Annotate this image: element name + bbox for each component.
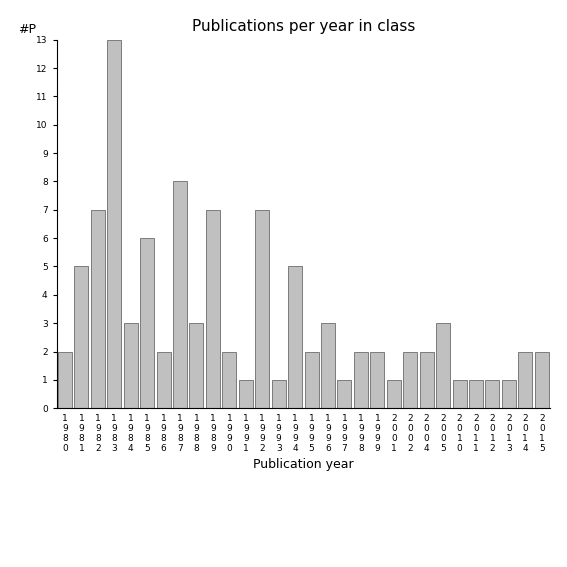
Y-axis label: #P: #P <box>18 23 36 36</box>
Bar <box>370 352 384 408</box>
Bar <box>420 352 434 408</box>
Bar <box>124 323 138 408</box>
Bar <box>354 352 368 408</box>
Bar <box>91 210 105 408</box>
Bar <box>189 323 204 408</box>
Bar <box>272 380 286 408</box>
X-axis label: Publication year: Publication year <box>253 458 354 471</box>
Bar <box>518 352 532 408</box>
Title: Publications per year in class: Publications per year in class <box>192 19 415 35</box>
Bar <box>288 266 302 408</box>
Bar <box>403 352 417 408</box>
Bar <box>436 323 450 408</box>
Bar <box>452 380 467 408</box>
Bar <box>469 380 483 408</box>
Bar <box>337 380 352 408</box>
Bar <box>255 210 269 408</box>
Bar <box>58 352 72 408</box>
Bar <box>535 352 549 408</box>
Bar <box>156 352 171 408</box>
Bar <box>107 40 121 408</box>
Bar <box>321 323 335 408</box>
Bar <box>387 380 401 408</box>
Bar <box>239 380 253 408</box>
Bar <box>173 181 187 408</box>
Bar <box>140 238 154 408</box>
Bar <box>304 352 319 408</box>
Bar <box>502 380 516 408</box>
Bar <box>206 210 220 408</box>
Bar <box>222 352 236 408</box>
Bar <box>485 380 500 408</box>
Bar <box>74 266 88 408</box>
